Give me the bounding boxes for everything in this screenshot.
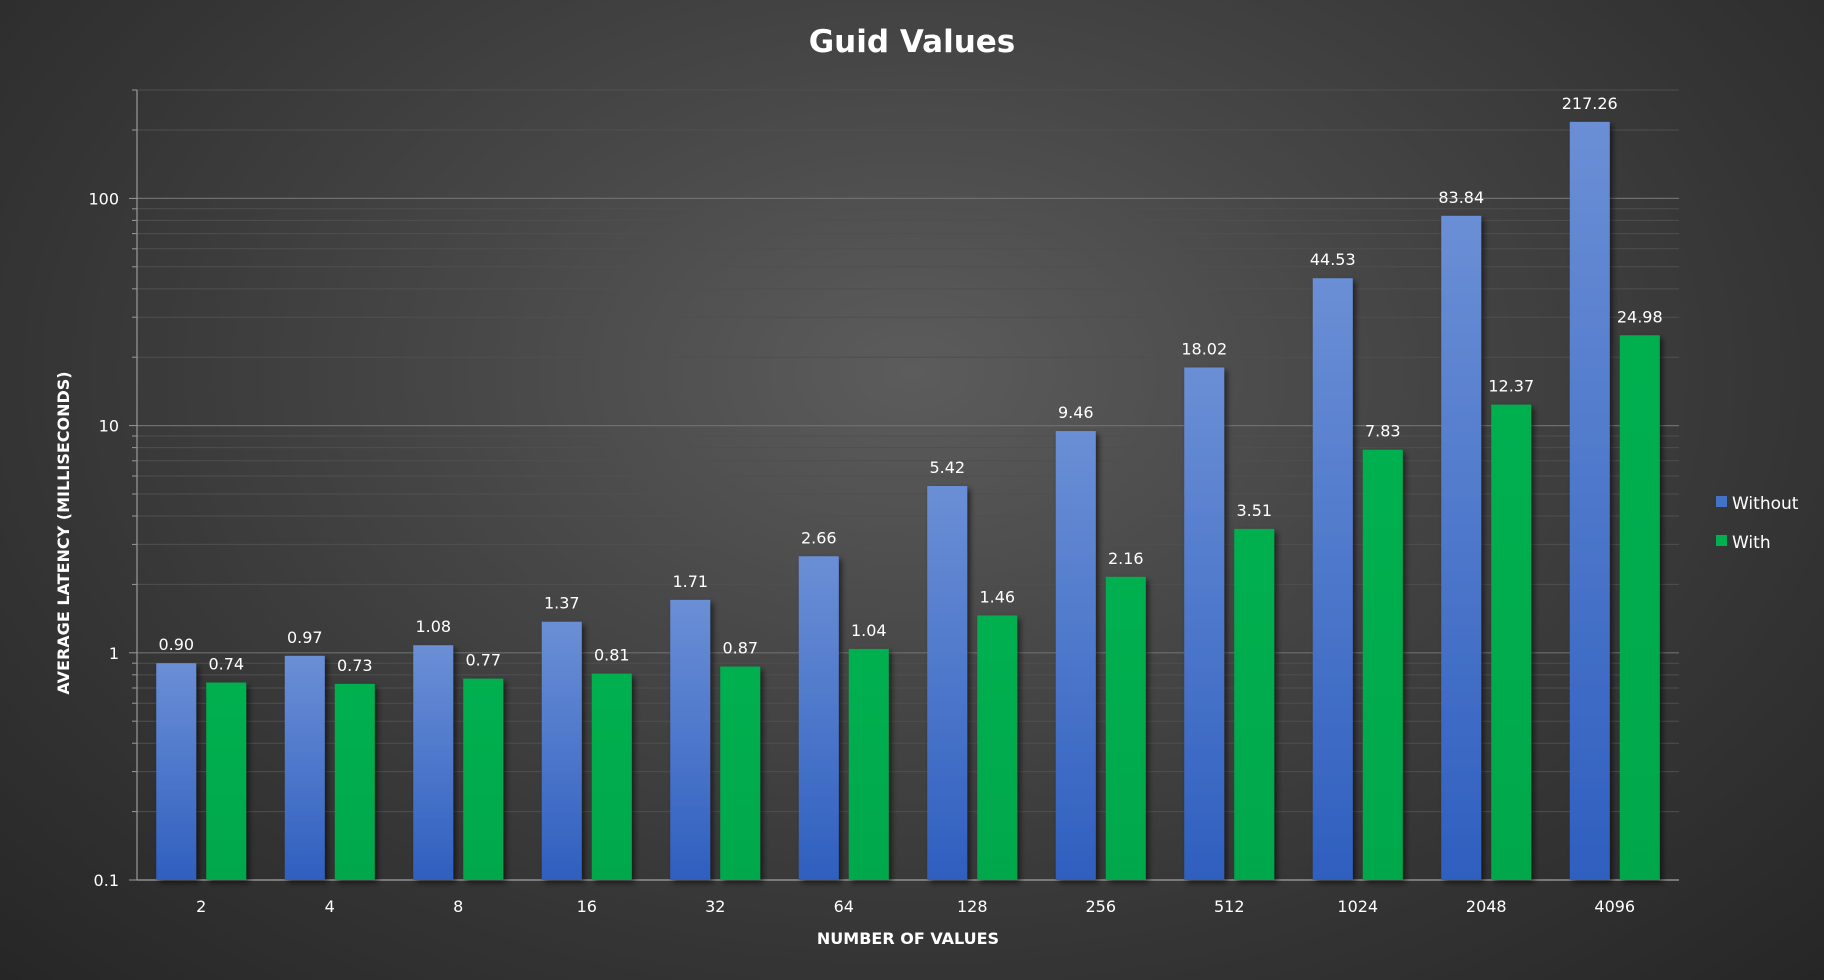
bar-without bbox=[1441, 215, 1482, 880]
x-tick-label: 512 bbox=[1214, 897, 1245, 916]
data-label-without: 1.37 bbox=[544, 594, 580, 613]
y-tick-label: 100 bbox=[88, 189, 119, 208]
y-tick-label: 0.1 bbox=[94, 871, 119, 890]
bar-without bbox=[670, 599, 711, 880]
data-label-with: 0.77 bbox=[465, 651, 501, 670]
bar-without bbox=[156, 663, 197, 880]
bar-with bbox=[720, 666, 761, 880]
x-axis-title: NUMBER OF VALUES bbox=[817, 929, 999, 948]
bar-with bbox=[591, 673, 632, 880]
x-tick-label: 16 bbox=[577, 897, 597, 916]
legend-label-without: Without bbox=[1732, 494, 1799, 514]
bar-without bbox=[284, 655, 325, 880]
y-axis-title: AVERAGE LATENCY (MILLISECONDS) bbox=[54, 371, 73, 694]
data-label-without: 1.71 bbox=[672, 572, 708, 591]
bar-without bbox=[1055, 431, 1096, 880]
legend-swatch-without bbox=[1716, 496, 1727, 507]
legend: Without With bbox=[1716, 494, 1799, 553]
data-label-with: 7.83 bbox=[1365, 422, 1401, 441]
x-tick-label: 2 bbox=[196, 897, 206, 916]
data-label-without: 0.90 bbox=[158, 635, 194, 654]
data-label-without: 5.42 bbox=[929, 458, 965, 477]
x-tick-label: 32 bbox=[705, 897, 725, 916]
x-tick-label: 2048 bbox=[1466, 897, 1507, 916]
legend-label-with: With bbox=[1732, 533, 1771, 553]
bar-with bbox=[1491, 404, 1532, 880]
data-label-with: 12.37 bbox=[1488, 377, 1534, 396]
bar-with bbox=[206, 682, 247, 880]
chart-title: Guid Values bbox=[809, 24, 1016, 60]
x-tick-label: 128 bbox=[957, 897, 988, 916]
data-label-with: 0.81 bbox=[594, 646, 630, 665]
y-tick-label: 1 bbox=[109, 644, 119, 663]
bar-without bbox=[1184, 367, 1225, 880]
x-tick-labels: 2 4 8 16 32 64 128 256 512 1024 2048 4096 bbox=[196, 897, 1635, 916]
data-label-without: 44.53 bbox=[1310, 250, 1356, 269]
data-label-without: 2.66 bbox=[801, 528, 837, 547]
data-label-with: 3.51 bbox=[1236, 501, 1272, 520]
x-tick-label: 4 bbox=[325, 897, 335, 916]
bar-without bbox=[413, 645, 454, 880]
data-label-without: 83.84 bbox=[1438, 188, 1484, 207]
bar-with bbox=[1619, 335, 1660, 881]
bar-without bbox=[1312, 278, 1353, 880]
legend-swatch-with bbox=[1716, 535, 1727, 546]
bar-with bbox=[1362, 449, 1403, 880]
x-tick-label: 8 bbox=[453, 897, 463, 916]
bar-without bbox=[798, 556, 839, 880]
data-label-without: 217.26 bbox=[1562, 94, 1618, 113]
axes bbox=[129, 89, 1679, 881]
data-labels: 0.90 0.74 0.97 0.73 1.08 0.77 1.37 0.81 1.71 0.87… bbox=[158, 94, 1662, 675]
x-tick-label: 4096 bbox=[1594, 897, 1635, 916]
x-tick-label: 64 bbox=[834, 897, 854, 916]
bar-with bbox=[1234, 528, 1275, 880]
bar-with bbox=[977, 615, 1018, 880]
bar-without bbox=[1569, 121, 1610, 880]
data-label-without: 0.97 bbox=[287, 628, 323, 647]
bar-with bbox=[463, 678, 504, 880]
data-label-without: 9.46 bbox=[1058, 403, 1094, 422]
data-label-with: 0.87 bbox=[722, 639, 758, 658]
data-label-with: 2.16 bbox=[1108, 549, 1144, 568]
bar-with bbox=[334, 683, 375, 880]
data-label-with: 1.04 bbox=[851, 621, 887, 640]
x-tick-label: 256 bbox=[1085, 897, 1116, 916]
bar-with bbox=[848, 648, 889, 880]
data-label-without: 18.02 bbox=[1181, 339, 1227, 358]
bar-with bbox=[1105, 576, 1146, 880]
bar-without bbox=[927, 486, 968, 880]
data-label-with: 24.98 bbox=[1617, 307, 1663, 326]
y-tick-labels: 0.1 1 10 100 bbox=[88, 189, 119, 890]
gridlines bbox=[137, 89, 1679, 881]
x-tick-label: 1024 bbox=[1337, 897, 1378, 916]
data-label-with: 0.73 bbox=[337, 656, 373, 675]
y-tick-label: 10 bbox=[99, 417, 119, 436]
bar-without bbox=[541, 621, 582, 880]
data-label-with: 1.46 bbox=[979, 587, 1015, 606]
bars bbox=[156, 121, 1660, 881]
data-label-with: 0.74 bbox=[208, 655, 244, 674]
data-label-without: 1.08 bbox=[415, 617, 451, 636]
